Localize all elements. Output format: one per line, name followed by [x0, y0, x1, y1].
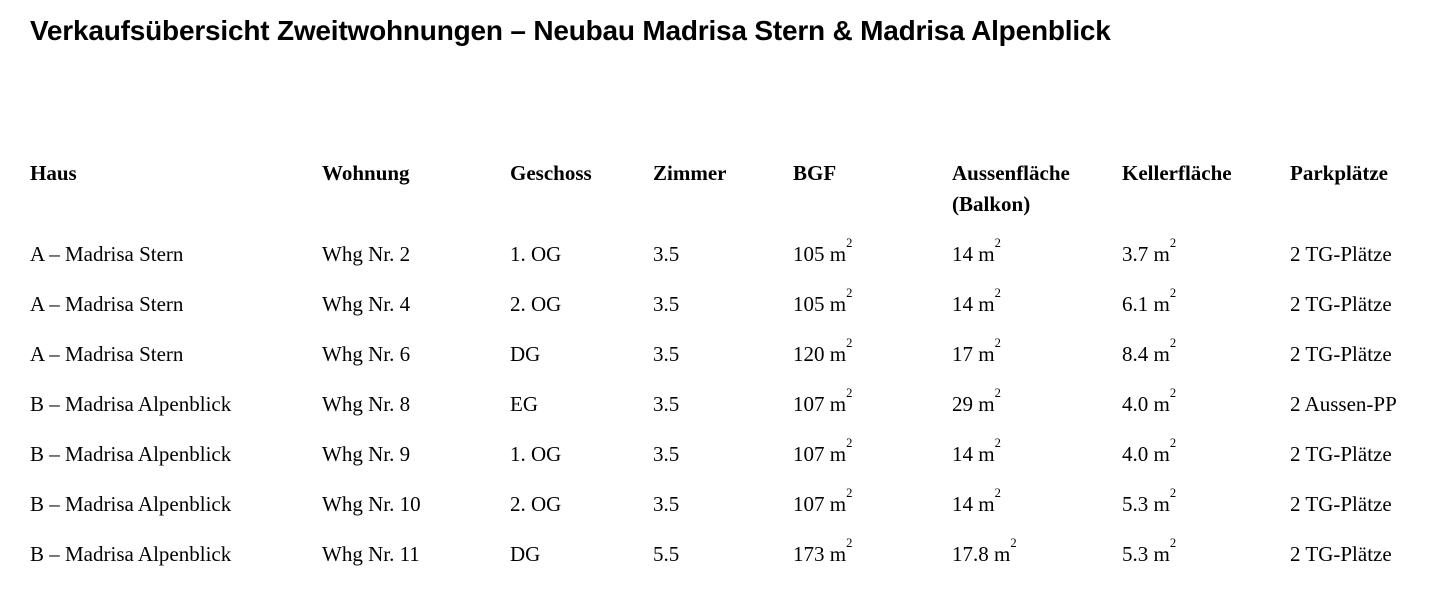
- table-cell-parkplaetze: 2 TG-Plätze: [1290, 342, 1392, 366]
- table-row: B – Madrisa Alpenblick Whg Nr. 10 2. OG 3.5…: [30, 486, 1429, 543]
- table-cell-aussenflaeche: 14 m2: [952, 286, 1001, 316]
- column-header-haus: Haus: [30, 161, 77, 185]
- table-cell-geschoss: EG: [510, 392, 538, 416]
- table-cell-zimmer: 3.5: [653, 242, 680, 266]
- table-body: A – Madrisa Stern Whg Nr. 2 1. OG 3.5 105 m2…: [30, 236, 1429, 593]
- table-cell-zimmer: 5.5: [653, 542, 680, 566]
- table-cell-kellerflaeche: 5.3 m2: [1122, 486, 1177, 516]
- table-cell-haus: A – Madrisa Stern: [30, 292, 184, 316]
- column-header-geschoss: Geschoss: [510, 161, 592, 185]
- column-header-parkplaetze: Parkplätze: [1290, 161, 1388, 185]
- table-cell-geschoss: 2. OG: [510, 292, 562, 316]
- table-cell-parkplaetze: 2 TG-Plätze: [1290, 242, 1392, 266]
- column-header-subline: (Balkon): [952, 192, 1031, 216]
- table-cell-aussenflaeche: 14 m2: [952, 436, 1001, 466]
- table-cell-bgf: 105 m2: [793, 236, 853, 266]
- table-cell-wohnung: Whg Nr. 6: [322, 342, 411, 366]
- table-cell-haus: A – Madrisa Stern: [30, 342, 184, 366]
- column-header-wohnung: Wohnung: [322, 161, 410, 185]
- table-cell-haus: B – Madrisa Alpenblick: [30, 542, 232, 566]
- table-row: B – Madrisa Alpenblick Whg Nr. 8 EG 3.5 107 …: [30, 386, 1429, 443]
- table-cell-haus: A – Madrisa Stern: [30, 242, 184, 266]
- table-cell-geschoss: DG: [510, 342, 541, 366]
- table-cell-kellerflaeche: 6.1 m2: [1122, 286, 1177, 316]
- table-cell-parkplaetze: 2 TG-Plätze: [1290, 542, 1392, 566]
- table-cell-parkplaetze: 2 TG-Plätze: [1290, 442, 1392, 466]
- table-cell-zimmer: 3.5: [653, 492, 680, 516]
- table-cell-bgf: 107 m2: [793, 436, 853, 466]
- table-cell-zimmer: 3.5: [653, 392, 680, 416]
- table-cell-kellerflaeche: 4.0 m2: [1122, 436, 1177, 466]
- table-cell-wohnung: Whg Nr. 11: [322, 542, 420, 566]
- column-header-kellerflaeche: Kellerfläche: [1122, 161, 1232, 185]
- table-row: A – Madrisa Stern Whg Nr. 2 1. OG 3.5 105 m2…: [30, 236, 1429, 293]
- table-cell-kellerflaeche: 5.3 m2: [1122, 536, 1177, 566]
- table-cell-aussenflaeche: 14 m2: [952, 236, 1001, 266]
- table-cell-kellerflaeche: 4.0 m2: [1122, 386, 1177, 416]
- table-cell-geschoss: 2. OG: [510, 492, 562, 516]
- table-cell-kellerflaeche: 8.4 m2: [1122, 336, 1177, 366]
- table-cell-haus: B – Madrisa Alpenblick: [30, 392, 232, 416]
- table-header-row: Haus Wohnung Geschoss Zimmer BGF Aussenfläche…: [30, 158, 1429, 220]
- table-cell-bgf: 173 m2: [793, 536, 853, 566]
- table-cell-parkplaetze: 2 TG-Plätze: [1290, 292, 1392, 316]
- table-row: B – Madrisa Alpenblick Whg Nr. 9 1. OG 3.5 1…: [30, 436, 1429, 493]
- table-cell-zimmer: 3.5: [653, 292, 680, 316]
- apartments-table: Haus Wohnung Geschoss Zimmer BGF Aussenfläche…: [30, 158, 1429, 593]
- table-cell-bgf: 120 m2: [793, 336, 853, 366]
- table-cell-haus: B – Madrisa Alpenblick: [30, 442, 232, 466]
- table-cell-zimmer: 3.5: [653, 342, 680, 366]
- column-header-aussenflaeche: Aussenfläche (Balkon): [952, 158, 1122, 220]
- table-cell-bgf: 107 m2: [793, 486, 853, 516]
- table-cell-wohnung: Whg Nr. 10: [322, 492, 421, 516]
- table-cell-wohnung: Whg Nr. 8: [322, 392, 411, 416]
- table-cell-aussenflaeche: 29 m2: [952, 386, 1001, 416]
- table-cell-geschoss: 1. OG: [510, 442, 562, 466]
- table-cell-wohnung: Whg Nr. 9: [322, 442, 411, 466]
- page-title: Verkaufsübersicht Zweitwohnungen – Neuba…: [30, 15, 1111, 46]
- table-row: A – Madrisa Stern Whg Nr. 6 DG 3.5 120 m2 17 …: [30, 336, 1429, 393]
- table-cell-kellerflaeche: 3.7 m2: [1122, 236, 1177, 266]
- table-cell-parkplaetze: 2 Aussen-PP: [1290, 392, 1397, 416]
- table-cell-haus: B – Madrisa Alpenblick: [30, 492, 232, 516]
- table-cell-wohnung: Whg Nr. 4: [322, 292, 411, 316]
- table-cell-bgf: 107 m2: [793, 386, 853, 416]
- column-header-zimmer: Zimmer: [653, 161, 727, 185]
- table-cell-bgf: 105 m2: [793, 286, 853, 316]
- table-cell-aussenflaeche: 17.8 m2: [952, 536, 1017, 566]
- table-cell-parkplaetze: 2 TG-Plätze: [1290, 492, 1392, 516]
- table-cell-geschoss: 1. OG: [510, 242, 562, 266]
- table-cell-aussenflaeche: 17 m2: [952, 336, 1001, 366]
- table-cell-aussenflaeche: 14 m2: [952, 486, 1001, 516]
- table-row: B – Madrisa Alpenblick Whg Nr. 11 DG 5.5 173…: [30, 536, 1429, 593]
- column-header-bgf: BGF: [793, 161, 837, 185]
- table-cell-geschoss: DG: [510, 542, 541, 566]
- table-cell-wohnung: Whg Nr. 2: [322, 242, 411, 266]
- table-row: A – Madrisa Stern Whg Nr. 4 2. OG 3.5 105 m2…: [30, 286, 1429, 343]
- table-cell-zimmer: 3.5: [653, 442, 680, 466]
